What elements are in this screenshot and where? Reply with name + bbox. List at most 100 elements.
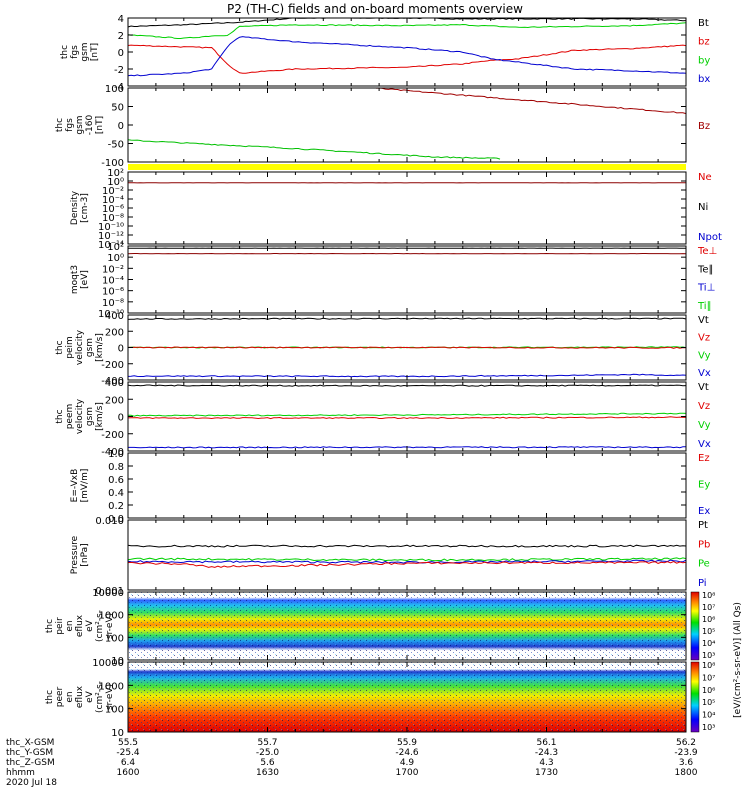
y-axis-label: eV [85, 619, 95, 632]
y-tick-label: 0.4 [108, 488, 124, 499]
y-tick-label: 200 [105, 327, 124, 338]
y-tick-label: 10⁻⁸ [102, 298, 124, 309]
legend-entry: Ne [698, 172, 712, 183]
legend-entry: Ey [698, 480, 710, 491]
legend-entry: Ez [698, 453, 710, 464]
y-axis-label: thc [55, 118, 65, 132]
y-tick-label: 400 [105, 311, 124, 322]
x-axis-value: 1800 [675, 768, 698, 778]
x-axis-value: -23.9 [674, 748, 698, 758]
series-line-6-3 [128, 417, 686, 419]
x-axis-value: 1630 [256, 768, 279, 778]
y-axis-label: peer [55, 686, 65, 707]
x-axis-value: 55.5 [118, 738, 138, 748]
y-tick-label: 0.010 [95, 516, 124, 527]
legend-entry: Bz [698, 121, 710, 132]
series-line-6-2 [128, 413, 686, 416]
series-line-8-4 [128, 562, 686, 568]
y-axis-label: [cm-3] [80, 193, 90, 223]
legend-entry: Ex [698, 506, 710, 517]
y-tick-label: 0 [118, 48, 124, 59]
y-tick-label: 50 [111, 103, 124, 114]
legend-entry: Vt [698, 382, 709, 393]
colorbar-tick-label: 10⁵ [702, 698, 715, 707]
panel-3: 10²10⁰10⁻²10⁻⁴10⁻⁶10⁻⁸10⁻¹⁰10⁻¹²10⁻¹⁴Den… [70, 168, 722, 251]
y-axis-label: [km/s] [95, 402, 105, 431]
y-axis-label: -160 [85, 115, 95, 136]
y-axis-label: en [65, 620, 75, 631]
y-axis-label: gsm [85, 338, 95, 357]
y-axis-label: moqt3 [70, 265, 80, 294]
colorbar-tick-label: 10⁴ [702, 639, 715, 648]
y-tick-label: -2 [114, 65, 124, 76]
legend-entry: Te⊥ [697, 246, 717, 257]
y-axis-label: (cm²-s- [95, 681, 105, 713]
colorbar-tick-label: 10⁷ [702, 673, 715, 682]
y-axis-label: [mV/m] [80, 469, 90, 503]
legend-entry: Vy [698, 350, 711, 361]
y-axis-label: [nPa] [80, 543, 90, 566]
y-axis-label: eflux [75, 614, 85, 637]
y-axis-label: E=-VxB [70, 469, 80, 503]
date-label: 2020 Jul 18 [6, 778, 57, 788]
series-line-2-2 [128, 140, 500, 159]
x-axis-row-label: thc_Z-GSM [6, 758, 55, 768]
y-axis-label: sr-eV) [105, 613, 115, 639]
legend-entry: Ti∥ [697, 301, 712, 312]
x-axis-row-label: thc_X-GSM [6, 738, 54, 748]
legend-entry: Ni [698, 202, 708, 213]
x-axis-value: 1700 [396, 768, 419, 778]
legend-entry: Pe [698, 559, 710, 570]
spectrogram-texture-9 [128, 592, 686, 660]
x-axis-value: 5.6 [260, 758, 275, 768]
x-axis-value: 1600 [117, 768, 140, 778]
legend-entry: Vx [698, 368, 711, 379]
colorbar-tick-label: 10⁶ [702, 686, 715, 695]
y-axis-label: [nT] [90, 43, 100, 61]
y-axis-label: fgs [65, 118, 75, 132]
colorbar-tick-label: 10⁸ [702, 591, 715, 600]
y-axis-label: [km/s] [95, 333, 105, 362]
y-axis-label: thc [45, 690, 55, 704]
y-tick-label: 10⁻⁶ [102, 287, 124, 298]
series-line-1-4 [128, 37, 686, 76]
colorbar-tick-label: 10⁶ [702, 615, 715, 624]
y-tick-label: 0 [118, 121, 124, 132]
colorbar-tick-label: 10⁴ [702, 711, 715, 720]
x-axis-row-label: thc_Y-GSM [6, 748, 53, 758]
y-axis-label: gsm [75, 115, 85, 134]
legend-entry: Vy [698, 420, 711, 431]
y-axis-label: eflux [75, 685, 85, 708]
legend-entry: bz [698, 37, 710, 48]
y-tick-label: 0.6 [108, 475, 124, 486]
y-tick-label: 0.2 [108, 501, 124, 512]
panel-frame-8 [128, 520, 686, 590]
x-axis-value: 56.2 [676, 738, 696, 748]
y-tick-label: 2 [118, 31, 124, 42]
y-tick-label: 10² [107, 242, 124, 253]
spectrogram-texture-10 [128, 662, 686, 732]
y-tick-label: 4 [118, 14, 124, 25]
colorbar-tick-label: 10⁷ [702, 603, 715, 612]
x-axis-value: -24.3 [535, 748, 558, 758]
y-axis-label: thc [60, 45, 70, 59]
x-axis-value: -25.0 [256, 748, 280, 758]
y-axis-label: velocity [75, 398, 85, 434]
y-axis-label: (cm²-s- [95, 610, 105, 642]
series-line-2-1 [376, 88, 686, 114]
y-tick-label: 0 [118, 413, 124, 424]
colorbar-tick-label: 10³ [702, 651, 715, 660]
series-line-1-3 [128, 23, 686, 39]
y-tick-label: -50 [108, 140, 124, 151]
y-axis-label: peim [65, 336, 75, 359]
panel-4: 10²10⁰10⁻²10⁻⁴10⁻⁶10⁻⁸10⁻¹⁰moqt3[eV]Te⊥T… [70, 242, 717, 320]
y-axis-label: [nT] [95, 116, 105, 134]
legend-entry: Vz [698, 401, 710, 412]
x-axis-value: 56.1 [536, 738, 556, 748]
y-axis-label: fgs [70, 45, 80, 59]
y-axis-label: thc [45, 619, 55, 633]
x-axis-value: 6.4 [121, 758, 136, 768]
